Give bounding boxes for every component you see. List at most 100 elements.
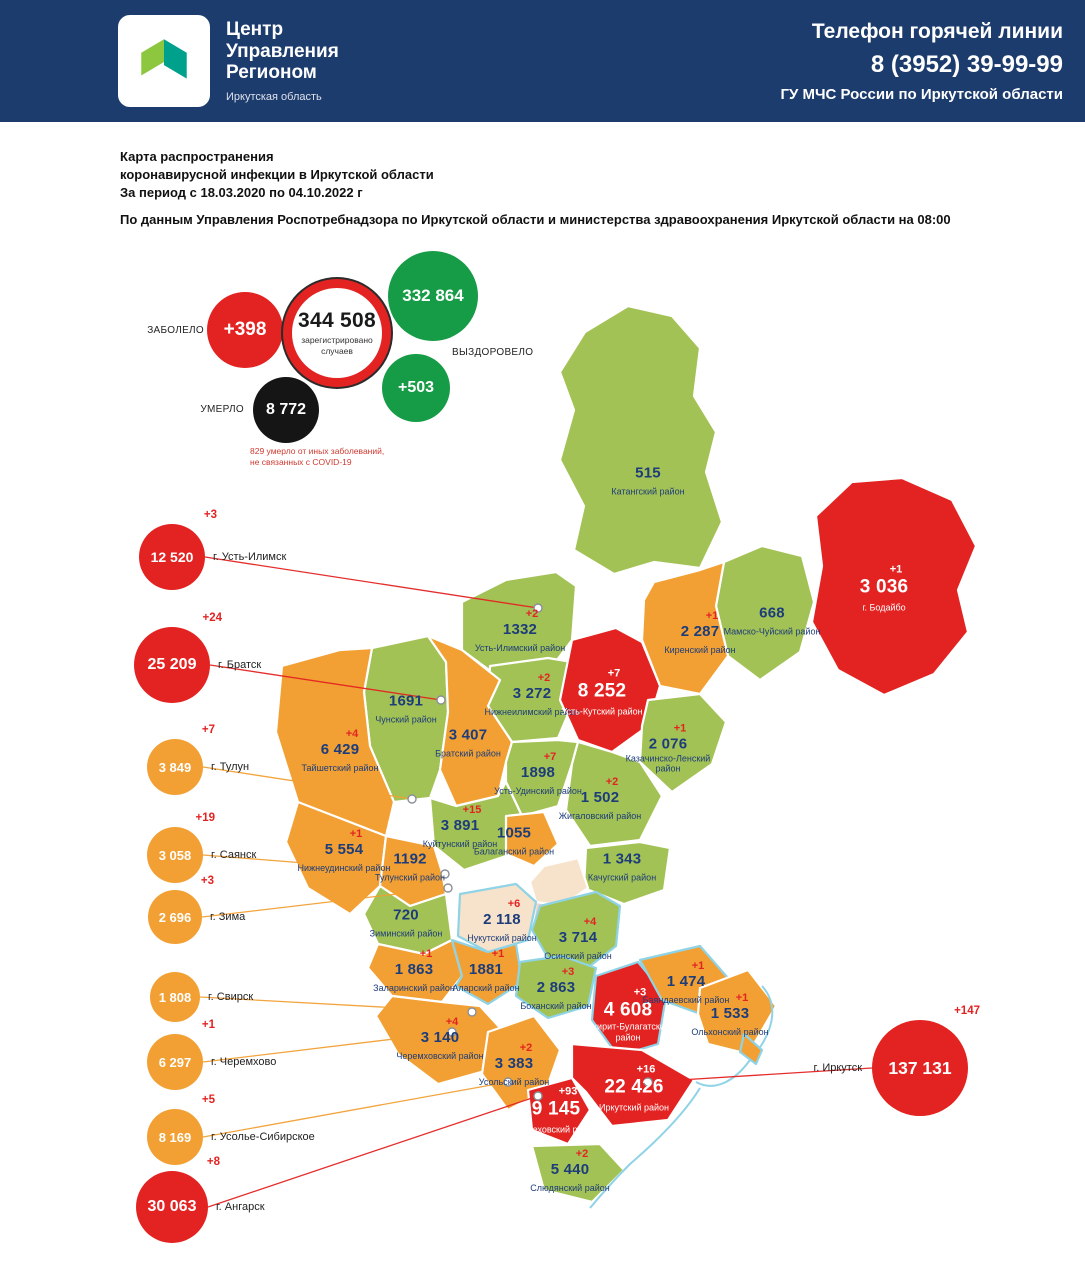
baikal-shoreline: [589, 985, 774, 1209]
district-shape: [456, 882, 538, 954]
city-marker-tulun: 3 849 +7 г. Тулун: [147, 724, 249, 795]
district-shape: [526, 1076, 592, 1146]
district-delta: +4: [583, 915, 597, 928]
district-label: +2 1332 Усть-Илимский район: [465, 608, 575, 655]
city-marker-cheremkhovo: 6 297 +1 г. Черемхово: [147, 1019, 276, 1090]
district-name: Усть-Илимский район: [474, 642, 566, 653]
district-label: +2 5 440 Слюдянский район: [515, 1148, 625, 1195]
city-label: г. Саянск: [211, 849, 257, 861]
city-circle: 3 058: [147, 827, 203, 883]
district-delta: +6: [507, 897, 521, 910]
district-label: +15 3 891 Куйтунский район: [405, 804, 515, 851]
stat-recovered-delta-circle: +503: [382, 354, 450, 422]
district-value: 1332: [502, 620, 538, 638]
district-shape: [514, 954, 598, 1020]
district-label: +1 5 554 Нижнеудинский район: [289, 828, 399, 875]
city-dot: [533, 1091, 543, 1101]
district-shape: [366, 938, 464, 1004]
district-value: 3 407: [448, 726, 488, 744]
district-value: 1 343: [602, 850, 642, 868]
district-delta: +1: [735, 991, 749, 1004]
stat-died-label: УМЕРЛО: [200, 404, 244, 415]
logo-line: Регионом: [226, 62, 317, 84]
district-shape: [480, 1014, 562, 1112]
district-value: 3 891: [440, 816, 480, 834]
district-name: Осинский район: [544, 950, 612, 961]
district-delta: +1: [691, 959, 705, 972]
district-value: 9 145: [531, 1098, 581, 1120]
stat-died-value: 8 772: [265, 401, 307, 418]
stat-registered-circle: 344 508 зарегистрировано случаев: [283, 279, 391, 387]
city-value: 12 520: [150, 549, 194, 565]
district-name: Балаганский район: [473, 846, 555, 857]
district-name: Усть-Кутский район: [561, 707, 643, 718]
city-label: г. Черемхово: [211, 1056, 277, 1068]
district-delta: +7: [607, 667, 621, 680]
district-name: Чунский район: [375, 714, 437, 725]
district-value: 6 429: [320, 740, 360, 758]
district-label: 668 Мамско-Чуйский район: [717, 605, 827, 638]
city-circle: 137 131: [872, 1020, 968, 1116]
district-shape: [590, 960, 668, 1058]
city-value: 25 209: [147, 656, 197, 673]
district-delta: +4: [445, 1015, 459, 1028]
district-name: Жигаловский район: [558, 810, 642, 821]
city-dot: [440, 869, 450, 879]
logo: Центр Управления Регионом Иркутская обла…: [118, 15, 339, 107]
city-dot: [467, 1007, 477, 1017]
district-name: Тулунский район: [374, 872, 446, 883]
district-label: 3 407 Братский район: [413, 727, 523, 760]
district-name: Нижнеилимский район: [484, 706, 580, 717]
city-delta: +8: [206, 1156, 220, 1168]
title-line3: За период с 18.03.2020 по 04.10.2022 г: [120, 185, 363, 201]
city-label: г. Тулун: [211, 761, 250, 773]
city-circle: 3 849: [147, 739, 203, 795]
hotline-title: Телефон горячей линии: [811, 19, 1063, 43]
district-delta: +16: [636, 1063, 656, 1076]
city-circle: 25 209: [134, 627, 210, 703]
city-dot: [643, 1077, 653, 1087]
olkhon-island: [738, 1032, 764, 1066]
district-label: +1 3 036 г. Бодайбо: [829, 564, 939, 616]
district-delta: +1: [349, 827, 363, 840]
city-label: г. Иркутск: [813, 1062, 862, 1074]
district-name: Шелеховский район: [514, 1125, 598, 1136]
city-label: г. Братск: [218, 659, 262, 671]
district-label: +2 3 383 Усольский район: [459, 1042, 569, 1089]
district-name: Аларский район: [452, 982, 520, 993]
district-label: +1 2 287 Киренский район: [645, 610, 755, 657]
district-value: 2 863: [536, 978, 576, 996]
stat-sick-delta: +398: [223, 319, 267, 340]
district-shape: [486, 656, 576, 744]
district-value: 668: [759, 604, 785, 622]
district-name: Куйтунский район: [422, 838, 498, 849]
stat-recovered-circle: 332 864: [388, 251, 478, 341]
city-dot: [443, 883, 453, 893]
logo-line: Центр: [226, 18, 284, 40]
city-value: 6 297: [158, 1054, 192, 1070]
district-shape: [564, 740, 664, 848]
district-delta: +93: [558, 1085, 578, 1098]
district-name: Зиминский район: [369, 928, 443, 939]
stat-died-circle: 8 772: [253, 377, 319, 443]
district-value: 3 383: [494, 1054, 534, 1072]
district-delta: +2: [537, 671, 551, 684]
logo-region: Иркутская область: [226, 91, 322, 104]
district-value: 4 608: [603, 999, 653, 1021]
city-dot: [407, 794, 417, 804]
district-delta: +1: [419, 947, 433, 960]
district-value: 1055: [496, 824, 532, 842]
district-name: Нижнеудинский район: [297, 862, 391, 873]
district-name: г. Бодайбо: [862, 603, 906, 614]
district-label: +1 1 863 Заларинский район: [359, 948, 469, 995]
district-label: +2 3 272 Нижнеилимский район: [477, 672, 587, 719]
district-label: +3 2 863 Боханский район: [501, 966, 611, 1013]
hotline-org: ГУ МЧС России по Иркутской области: [780, 85, 1063, 103]
district-label: +2 1 502 Жигаловский район: [545, 776, 655, 823]
city-label: г. Усть-Илимск: [213, 551, 287, 563]
title-line1: Карта распространения: [120, 149, 274, 164]
city-value: 3 849: [158, 759, 192, 775]
stat-registered-caption: зарегистрировано случаев: [301, 335, 373, 356]
city-delta: +7: [201, 724, 215, 736]
